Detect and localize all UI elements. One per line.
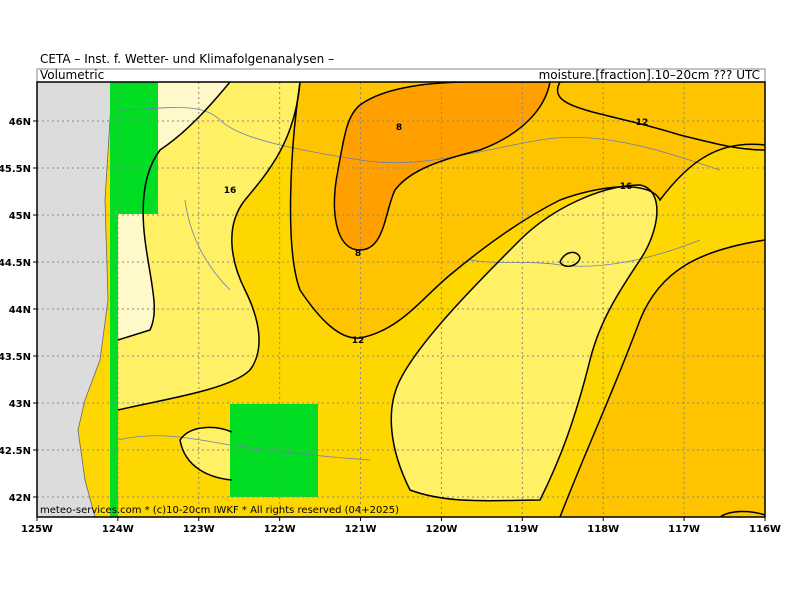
contour-label: 8 [396, 123, 402, 133]
footer: meteo-services.com * (c)10-20cm IWKF * A… [40, 505, 399, 516]
field-high-right [290, 82, 765, 517]
x-tick-label: 118W [587, 524, 619, 535]
river [117, 435, 371, 461]
mask-strip [110, 82, 118, 517]
header-title: CETA – Inst. f. Wetter- und Klimafolgena… [40, 52, 334, 66]
y-tick-label: 43.5N [0, 352, 31, 363]
contour [179, 426, 233, 481]
contour [289, 82, 765, 339]
y-tick-label: 43N [9, 399, 31, 410]
x-tick-label: 125W [21, 524, 53, 535]
contour [559, 251, 581, 268]
contour-label: 16 [620, 182, 633, 192]
y-tick-label: 46N [9, 117, 31, 128]
header-left: Volumetric [40, 68, 104, 82]
x-tick-label: 124W [102, 524, 134, 535]
contour-label: 8 [355, 249, 361, 259]
x-tick-label: 117W [668, 524, 700, 535]
y-tick-label: 42N [9, 493, 31, 504]
header-right: moisture.[fraction].10–20cm ??? UTC [539, 68, 760, 82]
x-tick-label: 122W [264, 524, 296, 535]
y-tick-label: 45.5N [0, 164, 31, 175]
contour [117, 82, 301, 411]
contour [719, 510, 765, 517]
grid [37, 82, 765, 517]
map-frame [36, 81, 766, 518]
field-low-left [118, 82, 300, 410]
x-tick-label: 119W [506, 524, 538, 535]
y-tick-label: 44N [9, 305, 31, 316]
field-low-center [391, 185, 657, 501]
x-tick-label: 121W [345, 524, 377, 535]
contour-label: 12 [352, 336, 365, 346]
mask-north [110, 82, 158, 214]
contour [559, 239, 765, 517]
y-tick-label: 45N [9, 211, 31, 222]
river [117, 107, 721, 171]
x-tick-label: 123W [183, 524, 215, 535]
contour [390, 184, 658, 502]
x-tick-label: 120W [425, 524, 457, 535]
contour [117, 82, 231, 341]
contour [556, 82, 765, 151]
field-low-south [180, 427, 232, 480]
y-tick-label: 44.5N [0, 258, 31, 269]
contour-label: 12 [636, 118, 649, 128]
map [37, 82, 765, 517]
x-tick-label: 116W [749, 524, 781, 535]
contour-label: 16 [224, 186, 237, 196]
y-tick-label: 42.5N [0, 446, 31, 457]
